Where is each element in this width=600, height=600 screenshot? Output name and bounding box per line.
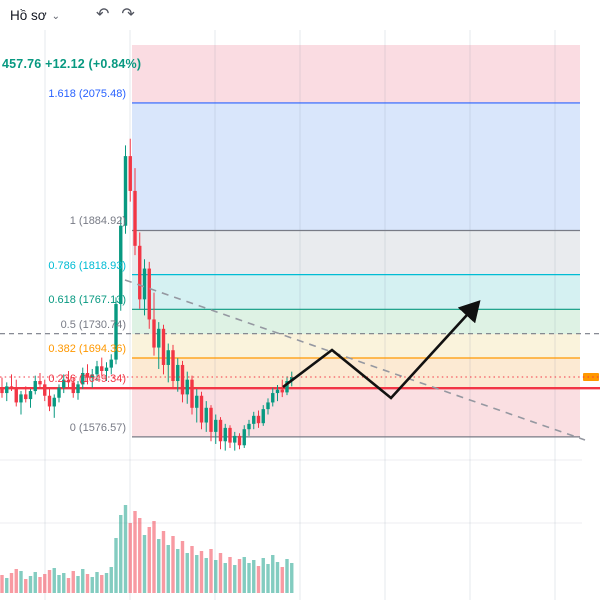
- volume-bars: [0, 505, 294, 593]
- profile-label: Hồ sơ: [10, 7, 47, 23]
- fib-band: [132, 230, 580, 275]
- fib-band: [132, 309, 580, 334]
- redo-icon[interactable]: ↷: [115, 7, 140, 23]
- fib-band: [132, 274, 580, 310]
- grid-lines: [0, 30, 582, 600]
- top-toolbar: Hồ sơ ⌄ ↶ ↷: [0, 0, 600, 30]
- price-change-readout: 457.76 +12.12 (+0.84%): [2, 57, 142, 71]
- fib-band: [132, 102, 580, 231]
- fib-band: [132, 358, 580, 389]
- trend-line[interactable]: [124, 279, 586, 441]
- projection-arrow[interactable]: [282, 300, 481, 400]
- candlesticks: [0, 138, 294, 451]
- undo-icon[interactable]: ↶: [90, 7, 115, 23]
- fib-band: [132, 45, 580, 103]
- price-axis[interactable]: [582, 30, 600, 600]
- price-axis-tick: [583, 373, 599, 381]
- chevron-down-icon: ⌄: [51, 10, 61, 22]
- profile-menu-button[interactable]: Hồ sơ ⌄: [6, 6, 64, 25]
- fib-band: [132, 333, 580, 358]
- fib-level-lines: [0, 102, 600, 438]
